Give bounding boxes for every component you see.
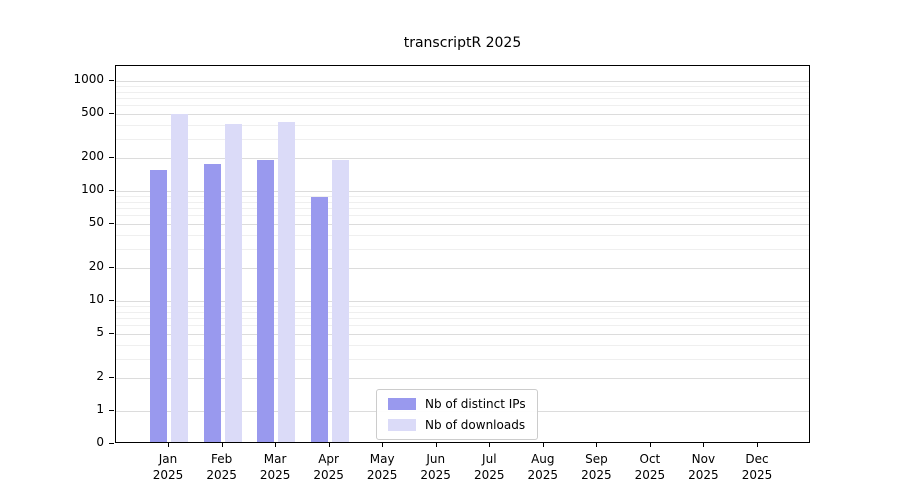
y-tick-label: 10: [88, 292, 104, 306]
gridline: [116, 344, 809, 346]
gridline: [116, 191, 809, 192]
y-tick-label: 5: [96, 325, 104, 340]
y-tick-mark: [109, 443, 114, 444]
gridline: [116, 124, 809, 126]
legend-swatch-downloads: [388, 419, 416, 431]
y-tick-mark: [109, 300, 114, 301]
bar-nb-of-downloads-apr: [331, 159, 349, 442]
legend-label-distinct-ips: Nb of distinct IPs: [425, 397, 526, 411]
y-tick-label: 50: [88, 215, 104, 230]
gridline: [116, 157, 809, 159]
y-tick-label: 20: [88, 258, 104, 273]
bar-nb-of-distinct-ips-feb: [203, 163, 221, 442]
x-tick-label-jan: Jan 2025: [152, 452, 184, 482]
gridline: [116, 98, 809, 99]
y-tick-mark: [109, 410, 114, 411]
gridline: [116, 215, 809, 217]
gridline: [116, 234, 809, 236]
y-tick-label: 200: [81, 148, 104, 163]
x-tick-label-jul: Jul 2025: [474, 452, 505, 482]
x-tick-label-dec: Dec 2025: [741, 452, 773, 482]
gridline: [116, 306, 809, 307]
gridline: [116, 138, 809, 140]
gridline: [116, 224, 809, 226]
bar-nb-of-distinct-ips-apr: [310, 196, 328, 442]
x-tick-label-may: May 2025: [366, 452, 398, 482]
y-tick-mark: [109, 223, 114, 225]
x-tick-mark: [275, 443, 277, 447]
x-tick-mark: [382, 443, 384, 447]
y-tick-label: 500: [81, 105, 104, 120]
chart-title: transcriptR 2025: [403, 35, 522, 51]
x-tick-label-oct: Oct 2025: [634, 452, 666, 482]
x-tick-label-jun: Jun 2025: [420, 452, 451, 482]
x-tick-mark: [221, 443, 223, 447]
x-tick-mark: [489, 443, 491, 447]
y-tick-label: 0: [96, 435, 104, 449]
gridline: [116, 358, 809, 360]
x-tick-label-aug: Aug 2025: [527, 452, 559, 482]
bar-nb-of-downloads-mar: [278, 122, 296, 442]
y-tick-mark: [109, 156, 114, 158]
gridline: [116, 334, 809, 336]
y-tick-mark: [109, 266, 114, 268]
gridline: [116, 86, 809, 87]
x-tick-label-nov: Nov 2025: [688, 452, 719, 482]
gridline: [116, 301, 809, 302]
gridline: [116, 311, 809, 313]
y-tick-mark: [109, 80, 114, 81]
legend-swatch-distinct-ips: [388, 398, 416, 410]
gridline: [116, 318, 809, 319]
y-tick-label: 100: [81, 182, 104, 196]
legend-item-distinct-ips: Nb of distinct IPs: [388, 397, 526, 411]
plot-area: [115, 65, 810, 443]
x-tick-label-sep: Sep 2025: [581, 452, 612, 482]
x-tick-label-feb: Feb 2025: [206, 452, 237, 482]
legend-label-downloads: Nb of downloads: [425, 418, 526, 432]
gridline: [116, 267, 809, 269]
bar-nb-of-distinct-ips-jan: [150, 169, 167, 442]
gridline: [116, 377, 809, 379]
y-tick-mark: [109, 376, 114, 378]
y-tick-mark: [109, 333, 114, 335]
gridline: [116, 81, 809, 82]
gridline: [116, 201, 809, 203]
y-tick-mark: [109, 190, 114, 191]
x-tick-mark: [328, 443, 330, 447]
gridline: [116, 105, 809, 107]
gridline: [116, 91, 809, 93]
gridline: [116, 325, 809, 327]
y-tick-label: 2: [96, 368, 104, 383]
gridline: [116, 114, 809, 116]
x-tick-mark: [435, 443, 437, 447]
x-tick-mark: [757, 443, 758, 447]
gridline: [116, 196, 809, 197]
legend: Nb of distinct IPs Nb of downloads: [376, 389, 538, 440]
y-tick-mark: [109, 113, 114, 115]
x-tick-mark: [168, 443, 169, 447]
x-tick-mark: [596, 443, 598, 447]
gridline: [116, 208, 809, 209]
x-tick-mark: [542, 443, 544, 447]
bar-nb-of-distinct-ips-mar: [257, 159, 275, 442]
x-tick-label-apr: Apr 2025: [313, 452, 344, 482]
x-tick-mark: [703, 443, 705, 447]
y-tick-label: 1: [96, 402, 104, 416]
legend-item-downloads: Nb of downloads: [388, 418, 526, 432]
bar-nb-of-downloads-feb: [224, 124, 242, 442]
bar-nb-of-downloads-jan: [171, 114, 188, 442]
gridline: [116, 248, 809, 250]
x-tick-label-mar: Mar 2025: [259, 452, 291, 482]
y-tick-label: 1000: [73, 72, 104, 86]
x-tick-mark: [649, 443, 651, 447]
